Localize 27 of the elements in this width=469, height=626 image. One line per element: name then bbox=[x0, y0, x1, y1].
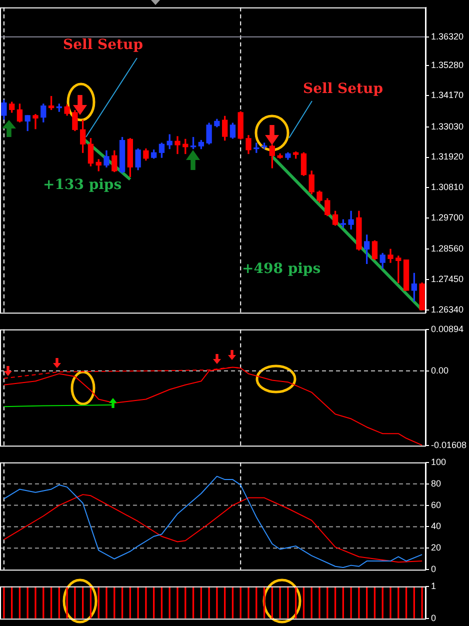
y-tick-label: 1.28560 bbox=[431, 244, 464, 254]
candlestick bbox=[174, 136, 180, 154]
y-tick-label: 1.27450 bbox=[431, 274, 464, 284]
y-tick-label: 1.30810 bbox=[431, 182, 464, 192]
y-tick-label: -0.01608 bbox=[431, 440, 467, 450]
annotation: +133 pips bbox=[43, 177, 122, 193]
annotation: Sell Setup bbox=[63, 37, 143, 53]
y-tick-label: 1.33030 bbox=[431, 121, 464, 132]
y-tick-label: 0.00894 bbox=[431, 324, 464, 334]
y-tick-label: 1.35280 bbox=[431, 60, 464, 70]
annotation: Sell Setup bbox=[303, 81, 383, 97]
y-tick-label: 100 bbox=[431, 456, 446, 467]
y-tick-label: 1.31920 bbox=[431, 152, 464, 162]
y-tick-label: 0.00 bbox=[431, 365, 449, 376]
y-tick-label: 0 bbox=[431, 564, 436, 574]
y-tick-label: 80 bbox=[431, 478, 442, 488]
y-tick-label: 1 bbox=[431, 580, 436, 591]
y-tick-label: 1.26340 bbox=[431, 304, 464, 314]
y-tick-label: 1.36320 bbox=[431, 31, 464, 42]
y-tick-label: 20 bbox=[431, 542, 442, 553]
candlestick bbox=[32, 114, 38, 130]
y-tick-label: 1.34170 bbox=[431, 90, 464, 100]
y-tick-label: 0 bbox=[431, 613, 436, 624]
y-tick-label: 40 bbox=[431, 521, 442, 532]
y-tick-label: 1.29700 bbox=[431, 212, 464, 222]
y-tick-label: 60 bbox=[431, 500, 442, 510]
annotation: +498 pips bbox=[242, 261, 321, 277]
